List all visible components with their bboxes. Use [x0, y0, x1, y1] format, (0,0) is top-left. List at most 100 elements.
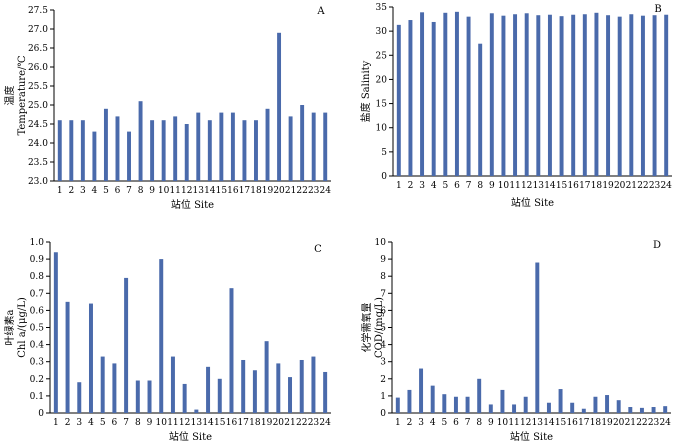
bar-site-24	[323, 112, 328, 181]
y-tick-label: 23.5	[28, 158, 48, 168]
bar-site-8	[478, 43, 483, 176]
y-tick-label: 0.3	[30, 358, 45, 368]
y-axis-label: Temperature/℃	[17, 55, 28, 135]
bar-site-19	[264, 341, 269, 413]
x-tick-label: 10	[158, 186, 170, 196]
bar-site-20	[277, 32, 282, 181]
x-tick-label: 24	[319, 418, 331, 428]
x-tick-label: 4	[92, 186, 98, 196]
bar-site-16	[229, 288, 234, 413]
x-tick-label: 23	[308, 418, 320, 428]
bar-site-6	[115, 116, 120, 181]
bar-site-24	[663, 406, 668, 413]
bar-site-10	[501, 15, 506, 177]
y-tick-label: 0.6	[30, 306, 45, 316]
bar-site-14	[546, 402, 551, 413]
x-tick-label: 13	[533, 181, 545, 191]
y-tick-label: 24.5	[28, 120, 48, 130]
x-tick-label: 11	[508, 418, 519, 428]
bar-site-14	[207, 120, 212, 181]
bar-site-9	[150, 120, 155, 181]
bar-site-7	[124, 277, 129, 413]
bar-site-12	[182, 383, 187, 413]
x-tick-label: 6	[454, 181, 460, 191]
x-tick-label: 1	[53, 418, 59, 428]
panel-A: 23.0 23.5 24.0 24.5 25.0 25.5 26.0 26.5 27.0 27.5…	[3, 6, 331, 211]
bar-site-19	[606, 15, 611, 176]
bar-site-10	[161, 120, 166, 181]
y-tick-label: 25.5	[28, 82, 48, 92]
y-tick-label: 15	[376, 100, 388, 110]
y-tick-label: 9	[380, 255, 386, 265]
x-tick-label: 21	[626, 181, 637, 191]
bar-site-13	[536, 15, 541, 176]
x-tick-label: 16	[227, 186, 239, 196]
x-tick-label: 5	[442, 181, 448, 191]
bar-site-8	[135, 380, 140, 413]
x-tick-label: 17	[579, 181, 591, 191]
x-tick-label: 21	[285, 186, 296, 196]
bar-site-2	[69, 120, 74, 181]
x-tick-label: 9	[489, 181, 495, 191]
x-tick-label: 18	[249, 418, 261, 428]
bar-site-10	[500, 389, 505, 413]
bar-site-23	[311, 112, 316, 181]
bar-site-23	[311, 356, 316, 413]
y-tick-label: 20	[376, 75, 388, 85]
x-tick-label: 7	[465, 418, 471, 428]
x-tick-label: 23	[308, 186, 320, 196]
y-tick-label: 0.2	[30, 375, 44, 385]
x-tick-label: 11	[167, 418, 178, 428]
x-tick-label: 13	[532, 418, 544, 428]
x-tick-label: 7	[126, 186, 132, 196]
bar-site-19	[265, 108, 270, 181]
x-tick-label: 3	[419, 181, 425, 191]
bar-site-7	[466, 16, 471, 177]
bar-site-19	[605, 395, 610, 413]
bar-site-21	[288, 116, 293, 181]
y-axis-label: Chl a/(μg/L)	[17, 297, 28, 358]
y-tick-label: 4	[380, 341, 386, 351]
x-tick-label: 22	[296, 418, 307, 428]
x-tick-label: 7	[123, 418, 129, 428]
bar-site-17	[242, 120, 247, 181]
y-tick-label: 35	[376, 3, 388, 13]
panel-letter: A	[316, 6, 325, 17]
x-tick-label: 2	[68, 186, 74, 196]
bar-site-10	[159, 259, 164, 413]
y-tick-label: 0	[380, 409, 386, 419]
x-tick-label: 7	[466, 181, 472, 191]
x-tick-label: 15	[556, 181, 568, 191]
y-tick-label: 8	[380, 272, 386, 282]
x-tick-label: 19	[601, 418, 613, 428]
y-axis-label: 温度	[3, 86, 16, 106]
bar-site-15	[558, 389, 563, 413]
x-tick-label: 10	[156, 418, 168, 428]
x-tick-label: 2	[408, 181, 414, 191]
y-tick-label: 27.5	[28, 6, 48, 16]
x-tick-label: 16	[567, 181, 579, 191]
bar-site-5	[103, 108, 108, 181]
bar-site-9	[147, 380, 152, 413]
bar-site-1	[57, 120, 62, 181]
y-axis-label: COD/(mg/L)	[374, 297, 385, 358]
x-tick-label: 1	[395, 418, 401, 428]
bar-site-5	[100, 356, 105, 413]
x-tick-label: 20	[273, 418, 285, 428]
bar-site-5	[443, 12, 448, 177]
x-tick-label: 3	[76, 418, 82, 428]
y-tick-label: 3	[380, 358, 386, 368]
bar-site-3	[77, 382, 82, 413]
x-tick-label: 20	[613, 418, 625, 428]
bar-site-18	[252, 370, 257, 413]
x-tick-label: 12	[521, 181, 532, 191]
x-tick-label: 14	[204, 186, 216, 196]
x-tick-label: 8	[476, 418, 482, 428]
bar-site-17	[581, 408, 586, 413]
x-tick-label: 8	[135, 418, 141, 428]
x-tick-label: 8	[138, 186, 144, 196]
bar-site-11	[170, 356, 175, 413]
bar-site-9	[489, 13, 494, 176]
bar-site-21	[288, 377, 293, 413]
